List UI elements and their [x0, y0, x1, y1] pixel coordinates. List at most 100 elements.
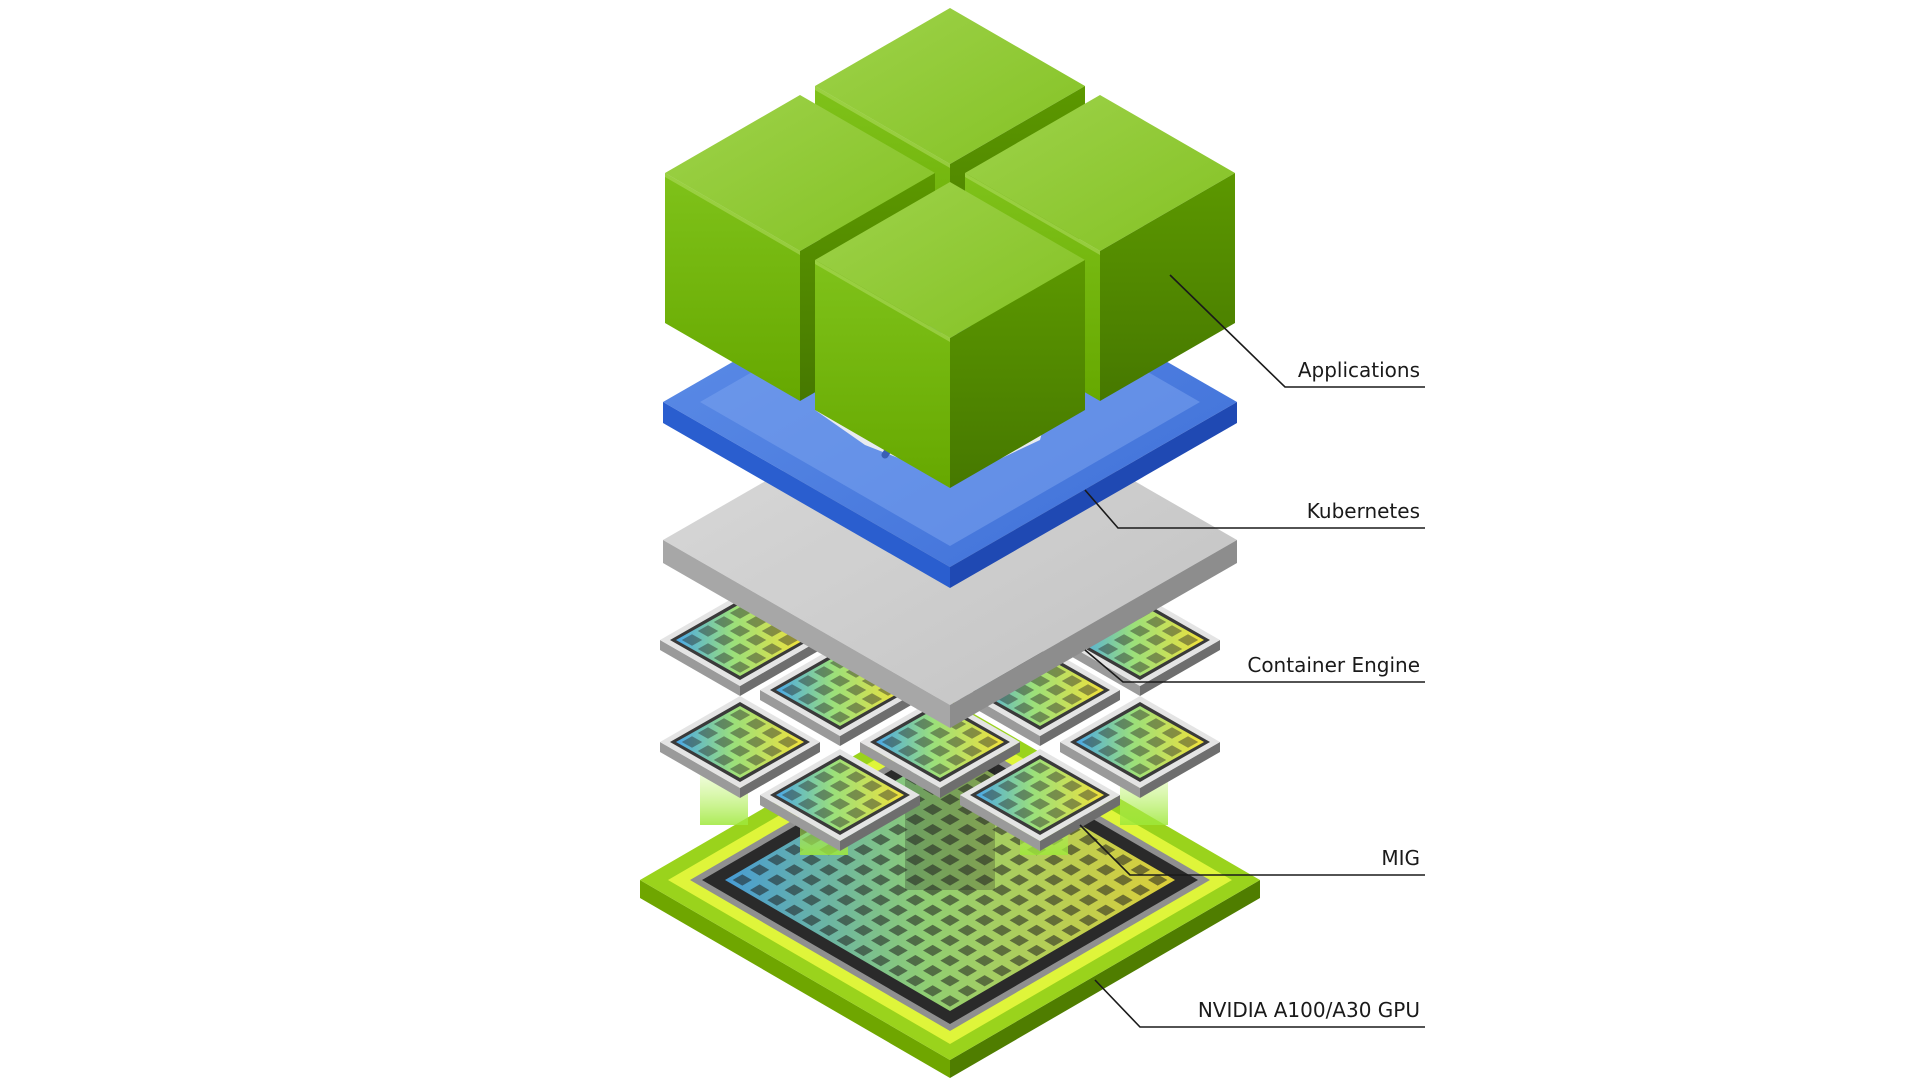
gpu-core-cell: [957, 965, 977, 977]
gpu-core-grid: [732, 753, 1168, 1007]
gpu-core-cell: [1061, 864, 1081, 876]
leader-kubernetes: [1084, 489, 1425, 529]
gpu-core-cell: [1061, 904, 1081, 916]
gpu-core-cell: [940, 813, 960, 826]
gpu-core-cell: [888, 884, 908, 896]
gpu-core-cell: [767, 894, 787, 906]
gpu-core-cell: [888, 844, 908, 856]
gpu-core-cell: [1044, 854, 1064, 866]
gpu-core-cell: [974, 894, 995, 906]
gpu-core-cell: [992, 944, 1012, 957]
gpu-core-cell: [940, 834, 960, 846]
gpu-core-cell: [888, 864, 908, 876]
gpu-core-cell: [801, 874, 822, 886]
gpu-core-cell: [923, 944, 943, 957]
gpu-core-cell: [853, 904, 874, 916]
gpu-core-cell: [974, 975, 995, 987]
gpu-core-cell: [923, 884, 943, 896]
gpu-core-cell: [767, 874, 787, 886]
gpu-core-cell: [871, 914, 891, 926]
gpu-core-cell: [749, 884, 770, 896]
gpu-core-cell: [1130, 884, 1151, 896]
gpu-core-cell: [784, 884, 804, 896]
gpu-core-cell: [940, 914, 960, 926]
gpu-core-cell: [888, 904, 908, 916]
gpu-core-cell: [732, 874, 752, 886]
leader-mig: [1079, 824, 1425, 876]
gpu-core-cell: [974, 813, 995, 826]
label-kubernetes: Kubernetes: [1307, 499, 1420, 523]
label-gpu: NVIDIA A100/A30 GPU: [1198, 998, 1420, 1022]
gpu-core-cell: [1009, 854, 1029, 866]
gpu-core-cell: [923, 985, 943, 997]
gpu-core-cell: [974, 854, 995, 866]
mig-slice: [1060, 696, 1220, 798]
gpu-core-cell: [905, 874, 926, 886]
gpu-core-cell: [940, 874, 960, 886]
label-container-engine: Container Engine: [1247, 653, 1420, 677]
gpu-core-cell: [888, 965, 908, 977]
gpu-core-cell: [1026, 904, 1047, 916]
gpu-core-cell: [923, 803, 943, 816]
gpu-core-cell: [853, 884, 874, 896]
gpu-core-cell: [836, 874, 856, 886]
gpu-core-cell: [767, 854, 787, 866]
gpu-core-cell: [1078, 914, 1099, 926]
mig-slice: [760, 749, 920, 851]
gpu-core-cell: [974, 773, 995, 785]
gpu-core-cell: [836, 854, 856, 866]
gpu-core-cell: [871, 894, 891, 906]
gpu-core-cell: [992, 864, 1012, 876]
gpu-core-cell: [940, 975, 960, 987]
gpu-core-cell: [992, 884, 1012, 896]
gpu-core-cell: [819, 924, 839, 937]
leader-applications: [1169, 274, 1425, 388]
gpu-core-cell: [957, 944, 977, 957]
gpu-core-cell: [957, 864, 977, 876]
gpu-core-cell: [957, 904, 977, 916]
gpu-core-cell: [905, 975, 926, 987]
gpu-core-cell: [836, 894, 856, 906]
gpu-core-cell: [888, 823, 908, 836]
gpu-core-cell: [853, 924, 874, 937]
gpu-core-cell: [940, 934, 960, 947]
gpu-core-cell: [905, 834, 926, 846]
gpu-core-cell: [974, 954, 995, 967]
gpu-core-cell: [1078, 894, 1099, 906]
gpu-core-cell: [940, 793, 960, 806]
gpu-core-cell: [905, 813, 926, 826]
gpu-core-cell: [1044, 874, 1064, 886]
gpu-core-cell: [1148, 874, 1168, 886]
gpu-core-cell: [974, 934, 995, 947]
mig-slice: [860, 696, 1020, 798]
mig-slice: [660, 696, 820, 798]
gpu-core-cell: [905, 894, 926, 906]
leader-gpu: [1094, 979, 1425, 1028]
gpu-core-cell: [888, 924, 908, 937]
gpu-core-cell: [784, 864, 804, 876]
gpu-core-cell: [992, 844, 1012, 856]
gpu-core-cell: [974, 914, 995, 926]
gpu-core-cell: [853, 944, 874, 957]
gpu-core-cell: [784, 844, 804, 856]
gpu-core-cell: [801, 854, 822, 866]
gpu-core-cell: [749, 864, 770, 876]
gpu-core-cell: [974, 834, 995, 846]
gpu-core-cell: [1009, 954, 1029, 967]
gpu-core-cell: [905, 854, 926, 866]
leader-lines: [1079, 274, 1425, 1028]
gpu-core-cell: [853, 844, 874, 856]
gpu-core-cell: [1044, 914, 1064, 926]
gpu-core-cell: [905, 954, 926, 967]
gpu-core-cell: [940, 894, 960, 906]
gpu-core-cell: [1026, 944, 1047, 957]
gpu-core-cell: [1113, 874, 1133, 886]
gpu-core-cell: [1113, 894, 1133, 906]
label-mig: MIG: [1381, 846, 1420, 870]
gpu-core-cell: [1009, 894, 1029, 906]
mig-slice: [960, 749, 1120, 851]
gpu-core-cell: [1061, 924, 1081, 937]
gpu-core-cell: [784, 904, 804, 916]
gpu-core-cell: [819, 904, 839, 916]
